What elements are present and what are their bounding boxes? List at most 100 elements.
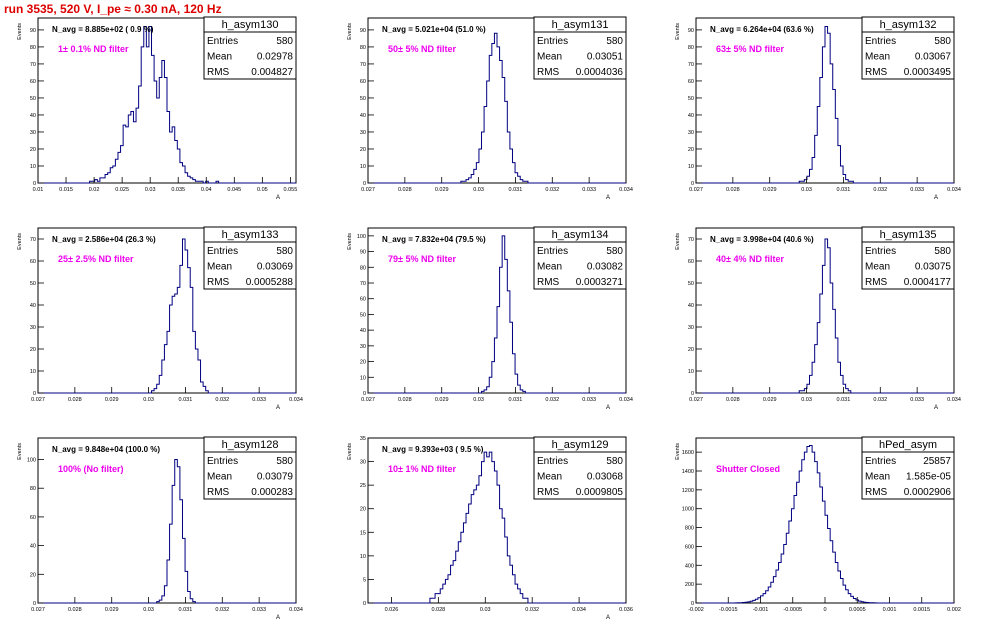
stats-box-frame bbox=[861, 436, 955, 500]
y-tick-label: 40 bbox=[688, 303, 694, 309]
x-tick-label: 0.027 bbox=[31, 607, 45, 613]
stats-value: 0.03082 bbox=[587, 262, 624, 273]
stats-box-title: h_asym129 bbox=[552, 439, 609, 451]
histogram-pad-h_asym129: 0 5 10 15 20 25 30 35 0.026 0.028 0.03 0.032 0.034 0.… bbox=[347, 436, 633, 621]
y-tick-label: 35 bbox=[360, 436, 366, 442]
y-tick-label: 30 bbox=[360, 344, 366, 350]
x-tick-label: -0.002 bbox=[688, 607, 704, 613]
stats-box-title: h_asym130 bbox=[222, 19, 279, 31]
histogram-line bbox=[696, 238, 954, 394]
stats-value: 0.0003495 bbox=[904, 67, 952, 78]
stats-box-frame bbox=[203, 16, 297, 80]
stats-box-title: h_asym134 bbox=[552, 229, 609, 241]
histogram-pad-h_asym131: 0 10 20 30 40 50 60 70 80 90 0.027 0.028 0.029 0.03 0.… bbox=[347, 16, 633, 201]
x-tick-label: 0.029 bbox=[435, 187, 449, 193]
x-tick-label: 0.01 bbox=[33, 187, 44, 193]
x-tick-label: 0.032 bbox=[215, 607, 229, 613]
stats-label: Mean bbox=[207, 52, 232, 63]
filter-annotation: 1± 0.1% ND filter bbox=[58, 44, 129, 54]
y-tick-label: 0 bbox=[691, 601, 694, 607]
x-tick-label: 0.05 bbox=[257, 187, 268, 193]
y-tick-label: 20 bbox=[688, 347, 694, 353]
stats-label: Entries bbox=[865, 456, 896, 467]
x-tick-label: 0.028 bbox=[398, 397, 412, 403]
y-tick-label: 30 bbox=[360, 460, 366, 466]
stats-box-frame bbox=[203, 226, 297, 290]
x-tick-label: 0.031 bbox=[837, 187, 851, 193]
stats-label: RMS bbox=[207, 67, 230, 78]
stats-box: hPed_asym Entries 25857 Mean 1.585e-05 RMS 0.0… bbox=[861, 436, 955, 500]
y-tick-label: 90 bbox=[30, 28, 36, 34]
y-tick-label: 30 bbox=[688, 130, 694, 136]
stats-value: 580 bbox=[276, 246, 293, 257]
y-axis-title: Events bbox=[17, 443, 23, 460]
y-tick-label: 20 bbox=[360, 507, 366, 513]
navg-label: N_avg = 2.586e+04 (26.3 %) bbox=[52, 235, 156, 244]
stats-label: RMS bbox=[865, 487, 888, 498]
x-tick-label: 0.034 bbox=[572, 607, 586, 613]
x-tick-label: 0.027 bbox=[689, 187, 703, 193]
x-tick-label: 0.028 bbox=[726, 397, 740, 403]
stats-box: h_asym130 Entries 580 Mean 0.02978 RMS 0.00482… bbox=[203, 16, 297, 80]
y-tick-label: 0 bbox=[33, 601, 36, 607]
stats-value: 580 bbox=[606, 36, 623, 47]
y-tick-label: 1400 bbox=[682, 469, 694, 475]
stats-label: RMS bbox=[865, 67, 888, 78]
y-tick-label: 10 bbox=[360, 164, 366, 170]
stats-value: 580 bbox=[606, 456, 623, 467]
y-tick-label: 60 bbox=[688, 259, 694, 265]
x-tick-label: 0.028 bbox=[431, 607, 445, 613]
stats-label: Mean bbox=[537, 52, 562, 63]
x-tick-label: 0.032 bbox=[545, 187, 559, 193]
x-tick-label: 0.028 bbox=[398, 187, 412, 193]
y-tick-label: 0 bbox=[363, 601, 366, 607]
x-tick-label: 0.025 bbox=[115, 187, 129, 193]
stats-label: Mean bbox=[865, 262, 890, 273]
x-tick-label: 0.027 bbox=[689, 397, 703, 403]
x-tick-label: 0.027 bbox=[31, 397, 45, 403]
histogram-pad-h_asym132: 0 10 20 30 40 50 60 70 80 90 0.027 0.028 0.029 0.03 0.… bbox=[675, 16, 961, 201]
y-tick-label: 20 bbox=[360, 147, 366, 153]
y-tick-label: 100 bbox=[27, 458, 36, 464]
stats-label: Entries bbox=[207, 36, 238, 47]
stats-label: Mean bbox=[207, 472, 232, 483]
histogram-pad-h_asym130: 0 10 20 30 40 50 60 70 80 90 0.01 0.015 0.02 0.025 0.0… bbox=[17, 16, 297, 201]
x-tick-label: 0.03 bbox=[480, 607, 491, 613]
y-tick-label: 400 bbox=[685, 563, 694, 569]
stats-box: h_asym132 Entries 580 Mean 0.03067 RMS 0.00034… bbox=[861, 16, 955, 80]
y-axis-title: Events bbox=[347, 443, 353, 460]
x-tick-label: 0.034 bbox=[947, 187, 961, 193]
x-tick-label: 0.034 bbox=[289, 607, 303, 613]
stats-label: Entries bbox=[865, 246, 896, 257]
x-tick-label: 0.034 bbox=[289, 397, 303, 403]
stats-box-title: h_asym131 bbox=[552, 19, 609, 31]
stats-value: 0.0002906 bbox=[904, 487, 952, 498]
filter-annotation: 100% (No filter) bbox=[58, 464, 124, 474]
y-axis-title: Events bbox=[675, 23, 681, 40]
y-tick-label: 20 bbox=[30, 572, 36, 578]
y-tick-label: 50 bbox=[688, 281, 694, 287]
stats-value: 0.03051 bbox=[587, 52, 624, 63]
y-tick-label: 80 bbox=[30, 45, 36, 51]
x-tick-label: 0.029 bbox=[763, 397, 777, 403]
filter-annotation: 50± 5% ND filter bbox=[388, 44, 456, 54]
y-tick-label: 15 bbox=[360, 530, 366, 536]
y-tick-label: 10 bbox=[360, 375, 366, 381]
x-tick-label: 0.027 bbox=[361, 397, 375, 403]
y-tick-label: 70 bbox=[688, 62, 694, 68]
y-axis-title: Events bbox=[675, 443, 681, 460]
stats-value: 580 bbox=[276, 36, 293, 47]
y-axis-title: Events bbox=[347, 23, 353, 40]
y-tick-label: 5 bbox=[363, 577, 366, 583]
x-tick-label: 0.029 bbox=[105, 397, 119, 403]
y-tick-label: 0 bbox=[33, 181, 36, 187]
stats-box: h_asym131 Entries 580 Mean 0.03051 RMS 0.00040… bbox=[533, 16, 627, 80]
histogram-pad-h_asym128: 0 20 40 60 80 100 0.027 0.028 0.029 0.03 0.031 0.03… bbox=[17, 436, 303, 621]
y-tick-label: 20 bbox=[30, 147, 36, 153]
y-tick-label: 60 bbox=[360, 79, 366, 85]
x-tick-label: 0.027 bbox=[361, 187, 375, 193]
stats-label: RMS bbox=[865, 277, 888, 288]
stats-box-frame bbox=[533, 436, 627, 500]
stats-value: 1.585e-05 bbox=[906, 472, 951, 483]
x-tick-label: 0.026 bbox=[385, 607, 399, 613]
